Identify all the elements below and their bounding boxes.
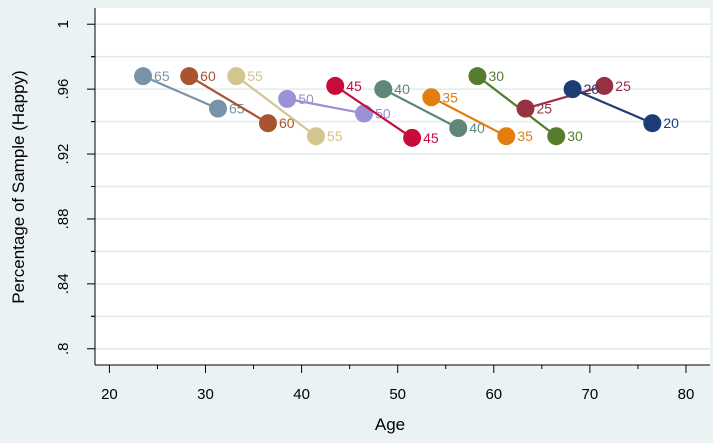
data-point-marker — [547, 127, 566, 146]
data-point-label: 30 — [488, 68, 504, 84]
series-25: 25 25 — [516, 76, 631, 118]
x-tick-label: 20 — [101, 386, 118, 403]
data-point-label: 50 — [375, 105, 391, 121]
data-point-marker — [595, 76, 614, 95]
data-point-label: 25 — [537, 101, 553, 117]
x-tick-label: 60 — [485, 386, 502, 403]
series-line — [525, 84, 605, 110]
series-45: 45 45 — [326, 76, 439, 147]
data-point-label: 35 — [517, 128, 533, 144]
data-point-marker — [307, 127, 326, 146]
data-point-marker — [403, 128, 422, 147]
y-axis-title: Percentage of Sample (Happy) — [9, 70, 28, 303]
series-60: 60 60 — [180, 67, 295, 133]
data-point-marker — [516, 99, 535, 118]
data-point-label: 20 — [663, 115, 679, 131]
x-axis-title: Age — [375, 415, 405, 434]
data-point-marker — [497, 127, 516, 146]
data-point-marker — [422, 88, 441, 107]
data-point-label: 65 — [229, 101, 245, 117]
data-point-marker — [227, 67, 246, 86]
x-tick-label: 80 — [678, 386, 695, 403]
data-point-label: 45 — [346, 78, 362, 94]
series-35: 35 35 — [422, 88, 533, 146]
series-line — [188, 75, 269, 125]
series-line — [235, 75, 317, 138]
y-tick-label: .84 — [55, 273, 72, 294]
data-point-label: 45 — [423, 130, 439, 146]
series-line — [430, 96, 507, 138]
series-55: 55 55 — [227, 67, 343, 146]
data-point-label: 25 — [615, 78, 631, 94]
series-line — [286, 97, 365, 115]
y-tick-label: 1 — [55, 20, 72, 28]
x-tick-label: 40 — [293, 386, 310, 403]
data-point-label: 55 — [247, 68, 263, 84]
data-point-marker — [180, 67, 199, 86]
series-40: 40 40 — [374, 80, 485, 138]
data-point-marker — [355, 104, 374, 123]
y-tick-label: .92 — [55, 144, 72, 165]
y-tick-label: .88 — [55, 209, 72, 230]
data-point-marker — [278, 89, 297, 108]
data-point-marker — [643, 114, 662, 133]
series-65: 65 65 — [134, 67, 245, 118]
data-point-label: 40 — [469, 120, 485, 136]
series-line — [572, 88, 653, 125]
data-point-label: 60 — [200, 68, 216, 84]
data-point-marker — [134, 67, 153, 86]
data-point-marker — [468, 67, 487, 86]
data-point-marker — [209, 99, 227, 118]
data-point-label: 55 — [327, 128, 343, 144]
data-point-marker — [258, 114, 277, 133]
data-point-label: 35 — [442, 89, 458, 105]
data-point-label: 40 — [394, 81, 410, 97]
data-point-label: 60 — [279, 115, 295, 131]
x-tick-label: 70 — [582, 386, 599, 403]
series-line — [142, 75, 219, 110]
data-point-label: 20 — [584, 81, 600, 97]
data-point-marker — [449, 119, 468, 138]
data-point-label: 30 — [567, 128, 583, 144]
x-tick-label: 50 — [389, 386, 406, 403]
data-point-label: 50 — [298, 91, 314, 107]
y-tick-label: .8 — [55, 343, 72, 356]
data-point-marker — [326, 76, 345, 95]
y-tick-label: .96 — [55, 79, 72, 100]
series-line — [334, 84, 413, 139]
data-point-marker — [563, 80, 582, 99]
data-point-label: 65 — [154, 68, 170, 84]
x-tick-label: 30 — [197, 386, 214, 403]
data-point-marker — [374, 80, 393, 99]
gridlines — [95, 23, 710, 350]
series-line — [382, 88, 459, 130]
